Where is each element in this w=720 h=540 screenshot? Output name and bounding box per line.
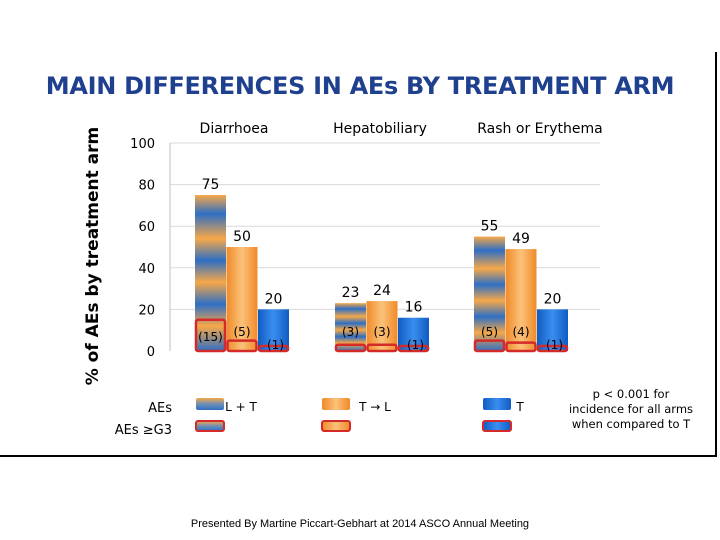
legend-swatch-g3 (482, 420, 512, 432)
bar-value-label: 50 (233, 229, 251, 245)
y-tick-label: 0 (147, 345, 155, 360)
g3-value-label: (3) (374, 325, 391, 339)
g3-value-label: (4) (513, 325, 530, 339)
g3-value-label: (5) (234, 325, 251, 339)
annotation-line: incidence for all arms (569, 402, 693, 416)
slide-title: MAIN DIFFERENCES IN AEs BY TREATMENT ARM (45, 72, 675, 100)
legend-row-label: AEs (148, 401, 172, 416)
bar-value-label: 16 (405, 300, 423, 316)
legend-swatch-g3 (321, 420, 351, 432)
g3-value-label: (1) (546, 338, 563, 352)
frame-bottom-border (0, 455, 717, 457)
y-tick-label: 20 (138, 303, 155, 318)
bar-value-label: 75 (202, 177, 220, 193)
g3-value-label: (15) (198, 330, 223, 344)
y-tick-label: 40 (138, 262, 155, 277)
bar (226, 247, 258, 351)
legend-label: T (515, 400, 524, 414)
y-tick-label: 100 (130, 137, 155, 152)
g3-bar (194, 318, 227, 353)
bar (537, 309, 568, 351)
legend-row-label: AEs ≥G3 (115, 423, 172, 438)
slide-footer: Presented By Martine Piccart-Gebhart at … (190, 518, 530, 530)
annotation-line: p < 0.001 for (593, 387, 670, 401)
g3-bar (397, 344, 430, 353)
frame-right-border (715, 52, 717, 456)
g3-bar (257, 344, 290, 353)
g3-value-label: (1) (407, 338, 424, 352)
legend-swatch-g3 (195, 420, 225, 432)
y-axis-title: % of AEs by treatment arm (83, 127, 103, 386)
g3-bar (536, 344, 569, 353)
legend-swatch (483, 398, 511, 410)
legend-label: L + T (225, 400, 257, 414)
category-label: Diarrhoea (200, 121, 269, 137)
g3-bar (505, 341, 537, 353)
annotation-line: when compared to T (572, 417, 691, 431)
bar (335, 303, 366, 351)
category-label: Hepatobiliary (333, 121, 427, 137)
bar (258, 309, 289, 351)
bar-value-label: 55 (481, 219, 499, 235)
bar (505, 249, 537, 351)
g3-bar (334, 343, 367, 353)
g3-value-label: (3) (342, 325, 359, 339)
y-tick-label: 80 (138, 179, 155, 194)
category-label: Rash or Erythema (477, 121, 602, 137)
legend-label: T → L (358, 400, 391, 414)
g3-bar (473, 339, 506, 353)
legend-swatch (196, 398, 224, 410)
g3-value-label: (5) (481, 325, 498, 339)
g3-bar (366, 343, 398, 353)
bar (195, 195, 226, 351)
bar-value-label: 49 (512, 231, 530, 247)
bar-value-label: 20 (265, 291, 283, 307)
bar (474, 236, 505, 351)
bar-value-label: 24 (373, 283, 391, 299)
y-tick-label: 60 (138, 220, 155, 235)
bar (366, 301, 398, 351)
g3-value-label: (1) (267, 338, 284, 352)
legend-swatch (322, 398, 350, 410)
g3-bar (226, 339, 258, 353)
bar-value-label: 23 (342, 285, 360, 301)
bar-value-label: 20 (544, 291, 562, 307)
